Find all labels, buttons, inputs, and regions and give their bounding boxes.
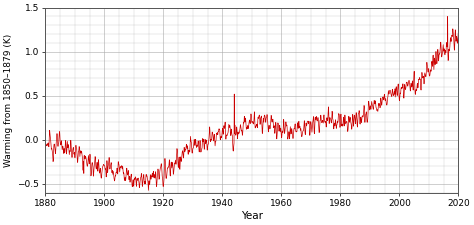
- Y-axis label: Warming from 1850–1879 (K): Warming from 1850–1879 (K): [4, 34, 13, 167]
- X-axis label: Year: Year: [241, 211, 263, 221]
